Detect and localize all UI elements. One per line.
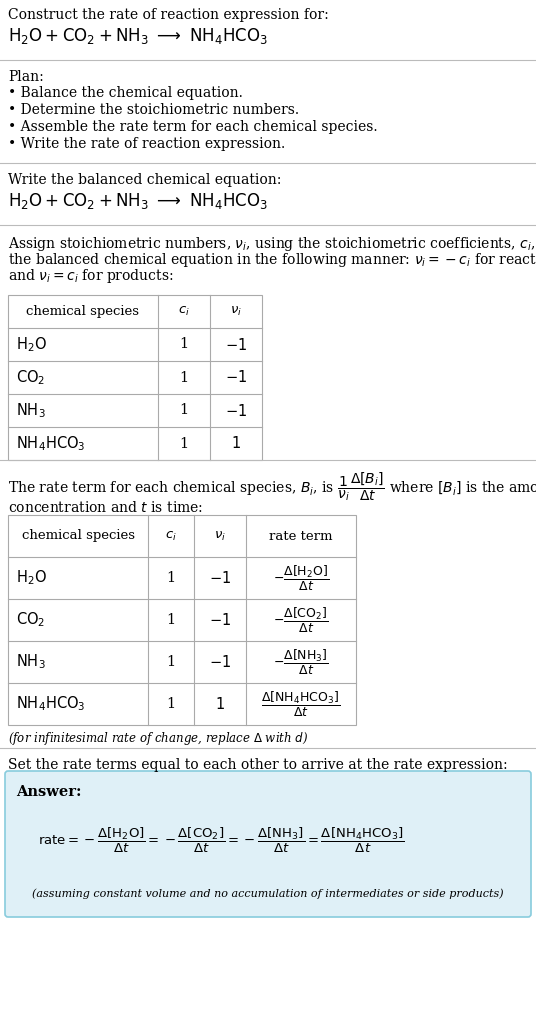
Text: concentration and $t$ is time:: concentration and $t$ is time: — [8, 500, 203, 515]
Text: 1: 1 — [180, 337, 189, 352]
Text: $1$: $1$ — [231, 436, 241, 451]
Text: • Balance the chemical equation.: • Balance the chemical equation. — [8, 86, 243, 100]
Text: $\mathrm{NH_4HCO_3}$: $\mathrm{NH_4HCO_3}$ — [16, 695, 86, 713]
Text: Construct the rate of reaction expression for:: Construct the rate of reaction expressio… — [8, 8, 329, 22]
Text: $\mathrm{H_2O + CO_2 + NH_3 \ \longrightarrow \ NH_4HCO_3}$: $\mathrm{H_2O + CO_2 + NH_3 \ \longright… — [8, 191, 268, 211]
Text: $\dfrac{\Delta[\mathrm{NH_4HCO_3}]}{\Delta t}$: $\dfrac{\Delta[\mathrm{NH_4HCO_3}]}{\Del… — [262, 690, 340, 719]
Text: 1: 1 — [180, 437, 189, 450]
Text: 1: 1 — [167, 571, 176, 585]
Text: Answer:: Answer: — [16, 785, 81, 799]
Text: chemical species: chemical species — [26, 305, 139, 318]
Text: $\mathrm{CO_2}$: $\mathrm{CO_2}$ — [16, 368, 45, 387]
Text: 1: 1 — [167, 655, 176, 669]
Text: $-1$: $-1$ — [225, 403, 247, 418]
Text: $\mathrm{NH_3}$: $\mathrm{NH_3}$ — [16, 653, 46, 671]
Text: chemical species: chemical species — [21, 529, 135, 543]
Text: Assign stoichiometric numbers, $\mathit{\nu_i}$, using the stoichiometric coeffi: Assign stoichiometric numbers, $\mathit{… — [8, 235, 536, 253]
Text: • Assemble the rate term for each chemical species.: • Assemble the rate term for each chemic… — [8, 120, 378, 134]
Text: rate term: rate term — [269, 529, 333, 543]
Text: Set the rate terms equal to each other to arrive at the rate expression:: Set the rate terms equal to each other t… — [8, 758, 508, 772]
Text: $c_i$: $c_i$ — [165, 529, 177, 543]
Text: $-1$: $-1$ — [209, 654, 231, 670]
Text: 1: 1 — [180, 404, 189, 417]
Text: 1: 1 — [167, 613, 176, 627]
Text: $\mathrm{NH_4HCO_3}$: $\mathrm{NH_4HCO_3}$ — [16, 434, 86, 453]
Text: $\mathrm{rate} = -\dfrac{\Delta[\mathrm{H_2O}]}{\Delta t} = -\dfrac{\Delta[\math: $\mathrm{rate} = -\dfrac{\Delta[\mathrm{… — [38, 825, 405, 854]
Text: $\nu_i$: $\nu_i$ — [230, 305, 242, 318]
Text: $-\dfrac{\Delta[\mathrm{NH_3}]}{\Delta t}$: $-\dfrac{\Delta[\mathrm{NH_3}]}{\Delta t… — [273, 648, 329, 676]
Text: Write the balanced chemical equation:: Write the balanced chemical equation: — [8, 173, 281, 187]
Text: $\mathrm{H_2O}$: $\mathrm{H_2O}$ — [16, 568, 47, 587]
Text: $c_i$: $c_i$ — [178, 305, 190, 318]
Text: $\mathrm{H_2O + CO_2 + NH_3 \ \longrightarrow \ NH_4HCO_3}$: $\mathrm{H_2O + CO_2 + NH_3 \ \longright… — [8, 26, 268, 46]
Text: $-\dfrac{\Delta[\mathrm{H_2O}]}{\Delta t}$: $-\dfrac{\Delta[\mathrm{H_2O}]}{\Delta t… — [273, 563, 329, 592]
Text: the balanced chemical equation in the following manner: $\mathit{\nu_i} = -\math: the balanced chemical equation in the fo… — [8, 251, 536, 269]
Text: • Write the rate of reaction expression.: • Write the rate of reaction expression. — [8, 137, 285, 151]
Text: $-1$: $-1$ — [209, 570, 231, 586]
Text: $\nu_i$: $\nu_i$ — [214, 529, 226, 543]
Text: and $\mathit{\nu_i} = \mathit{c_i}$ for products:: and $\mathit{\nu_i} = \mathit{c_i}$ for … — [8, 267, 174, 285]
Text: 1: 1 — [167, 697, 176, 711]
Bar — [8, 515, 356, 725]
Text: 1: 1 — [180, 370, 189, 384]
Text: Plan:: Plan: — [8, 70, 44, 84]
Text: $\mathrm{NH_3}$: $\mathrm{NH_3}$ — [16, 401, 46, 419]
Text: $-1$: $-1$ — [225, 369, 247, 386]
Text: $\mathrm{CO_2}$: $\mathrm{CO_2}$ — [16, 611, 45, 629]
Text: $-\dfrac{\Delta[\mathrm{CO_2}]}{\Delta t}$: $-\dfrac{\Delta[\mathrm{CO_2}]}{\Delta t… — [273, 605, 329, 634]
FancyBboxPatch shape — [5, 771, 531, 917]
Text: • Determine the stoichiometric numbers.: • Determine the stoichiometric numbers. — [8, 103, 299, 117]
Text: $-1$: $-1$ — [209, 612, 231, 628]
Bar — [8, 295, 262, 460]
Text: $\mathrm{H_2O}$: $\mathrm{H_2O}$ — [16, 335, 47, 354]
Text: (for infinitesimal rate of change, replace $\Delta$ with $d$): (for infinitesimal rate of change, repla… — [8, 730, 308, 747]
Text: $-1$: $-1$ — [225, 336, 247, 353]
Text: The rate term for each chemical species, $B_i$, is $\dfrac{1}{\nu_i}\dfrac{\Delt: The rate term for each chemical species,… — [8, 470, 536, 503]
Text: (assuming constant volume and no accumulation of intermediates or side products): (assuming constant volume and no accumul… — [32, 888, 504, 898]
Text: $1$: $1$ — [215, 696, 225, 712]
